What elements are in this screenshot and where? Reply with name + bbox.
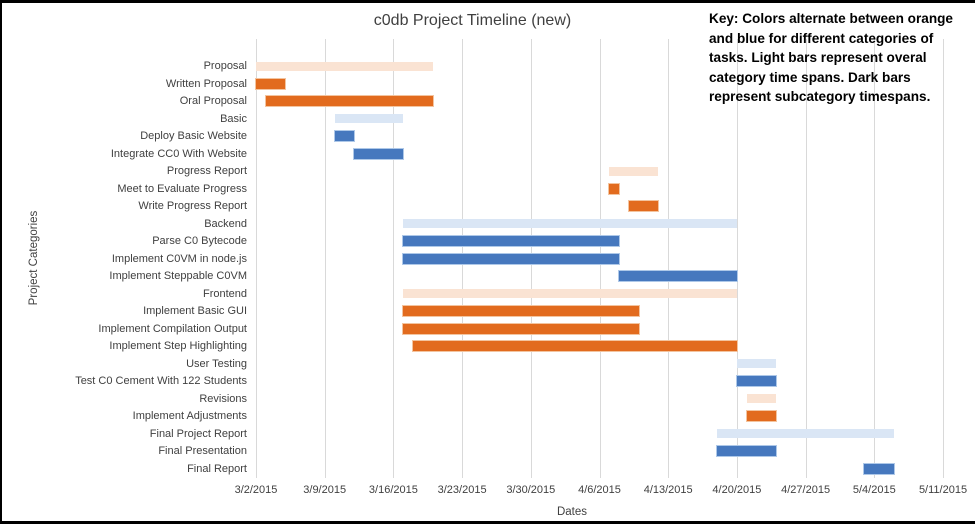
category-label: Final Presentation	[158, 445, 247, 457]
gridline	[943, 39, 944, 478]
gantt-bar	[628, 201, 659, 211]
x-tick-label: 3/30/2015	[506, 484, 556, 496]
category-label: Integrate CC0 With Website	[110, 147, 247, 160]
x-axis-title: Dates	[556, 506, 588, 518]
category-label: Test C0 Cement With 122 Students	[75, 375, 247, 387]
gantt-bar	[354, 148, 404, 159]
x-tick-label: 3/9/2015	[303, 484, 347, 496]
gantt-bar	[717, 429, 894, 438]
category-label: Implement Compilation Output	[98, 322, 247, 335]
gantt-bar	[736, 359, 777, 368]
gantt-bar	[403, 219, 737, 228]
category-label: Written Proposal	[165, 77, 247, 90]
y-axis-title: Project Categories	[28, 210, 40, 306]
key-line: tasks. Light bars represent overal	[709, 50, 927, 66]
gantt-bar	[403, 323, 639, 334]
gantt-bar	[736, 376, 777, 386]
gantt-bar	[403, 236, 620, 246]
category-label: User Testing	[186, 357, 247, 370]
x-tick-label: 3/23/2015	[437, 484, 487, 496]
key-line: and blue for different categories of	[709, 30, 934, 46]
gridline	[874, 39, 876, 478]
category-label: Frontend	[202, 287, 247, 300]
gridline	[324, 39, 326, 478]
chart-title: c0db Project Timeline (new)	[373, 12, 572, 29]
gantt-bar	[403, 253, 620, 264]
gantt-bar	[609, 166, 659, 176]
gantt-bar	[717, 446, 777, 456]
category-label: Final Project Report	[149, 427, 247, 440]
category-label: Proposal	[203, 60, 247, 72]
gantt-bar	[403, 306, 639, 316]
x-tick-label: 4/27/2015	[781, 484, 831, 496]
x-tick-label: 4/6/2015	[578, 484, 621, 496]
gridline	[736, 39, 738, 478]
x-tick-label: 5/11/2015	[918, 484, 968, 496]
category-label: Progress Report	[166, 165, 247, 177]
category-label: Write Progress Report	[138, 200, 247, 212]
category-label: Implement Basic GUI	[143, 305, 247, 317]
x-tick-label: 3/2/2015	[234, 484, 278, 496]
category-label: Implement Steppable C0VM	[109, 270, 247, 282]
gridline	[805, 39, 807, 478]
category-label: Final Report	[187, 462, 247, 475]
gantt-bar	[619, 271, 737, 281]
key-line: represent subcategory timespans.	[709, 89, 931, 105]
category-label: Revisions	[199, 392, 247, 405]
gantt-bar	[256, 78, 286, 89]
category-label: Oral Proposal	[179, 95, 247, 107]
category-label: Implement C0VM in node.js	[111, 252, 247, 265]
key-line: Key: Colors alternate between orange	[709, 11, 953, 26]
x-tick-label: 3/16/2015	[368, 484, 418, 496]
gantt-bar	[265, 96, 433, 106]
gantt-bar	[334, 131, 355, 141]
category-label: Implement Step Highlighting	[109, 340, 247, 352]
gridline	[668, 39, 670, 478]
gantt-bar	[334, 114, 404, 123]
gantt-bar	[864, 463, 894, 474]
gantt-bar	[746, 411, 777, 421]
gantt-bar	[256, 61, 433, 71]
category-label: Implement Adjustments	[132, 410, 247, 422]
x-tick-label: 4/13/2015	[643, 484, 693, 496]
gridline	[256, 39, 257, 478]
category-label: Backend	[204, 217, 247, 230]
gantt-bar	[413, 341, 737, 351]
plot-area	[256, 39, 944, 478]
category-label: Basic	[220, 112, 247, 125]
x-tick-label: 4/20/2015	[712, 484, 762, 496]
gantt-bar	[609, 183, 620, 194]
gridline	[393, 39, 395, 478]
gantt-bar	[403, 289, 737, 298]
category-label: Parse C0 Bytecode	[152, 235, 247, 247]
category-label: Meet to Evaluate Progress	[117, 182, 247, 195]
gantt-bar	[746, 394, 777, 403]
chart-key-note: Key: Colors alternate between orange and…	[709, 9, 971, 107]
x-tick-label: 5/4/2015	[852, 484, 896, 496]
key-line: category time spans. Dark bars	[709, 69, 911, 85]
category-label: Deploy Basic Website	[140, 130, 247, 142]
